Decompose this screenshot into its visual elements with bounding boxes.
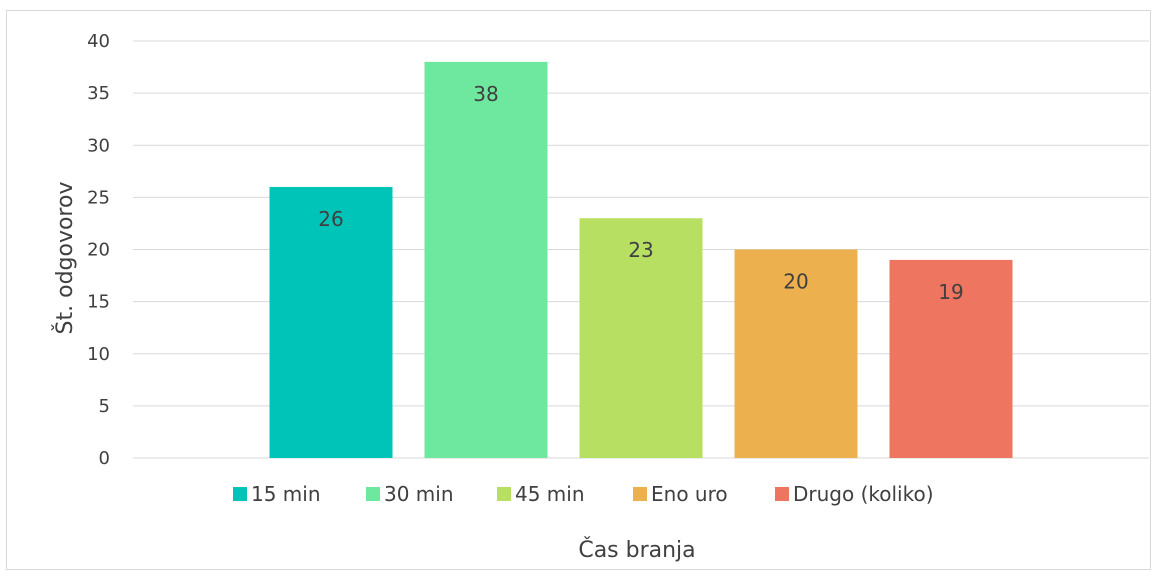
bar: [424, 61, 548, 458]
legend-swatch: [233, 487, 247, 501]
legend-swatch: [497, 487, 511, 501]
y-tick-label: 35: [87, 83, 110, 104]
legend-label: Drugo (koliko): [793, 482, 934, 506]
legend-swatch: [775, 487, 789, 501]
data-label: 19: [938, 280, 963, 304]
y-tick-label: 25: [87, 187, 110, 208]
legend-label: 45 min: [515, 482, 585, 506]
bar: [734, 249, 858, 458]
y-tick-label: 0: [99, 448, 110, 469]
y-axis-title: Št. odgovorov: [52, 182, 78, 335]
bar: [579, 218, 703, 458]
y-tick-label: 5: [99, 396, 110, 417]
y-axis-ticks: 0 5 10 15 20 25 30 35 40: [87, 31, 110, 469]
legend-label: Eno uro: [651, 482, 728, 506]
legend-swatch: [633, 487, 647, 501]
bar: [889, 259, 1013, 458]
bar: [269, 186, 393, 458]
data-label: 23: [628, 238, 653, 262]
legend-swatch: [366, 487, 380, 501]
data-label: 38: [473, 82, 498, 106]
y-tick-label: 15: [87, 292, 110, 313]
data-labels: 26 38 23 20 19: [318, 82, 963, 304]
data-label: 20: [783, 270, 808, 294]
bars: [269, 61, 1013, 458]
legend: 15 min 30 min 45 min Eno uro Drugo (koliko): [233, 482, 934, 506]
y-tick-label: 40: [87, 31, 110, 52]
y-tick-label: 30: [87, 135, 110, 156]
y-tick-label: 20: [87, 240, 110, 261]
data-label: 26: [318, 207, 343, 231]
x-axis-title: Čas branja: [578, 537, 695, 563]
y-tick-label: 10: [87, 344, 110, 365]
legend-label: 30 min: [384, 482, 454, 506]
legend-label: 15 min: [251, 482, 321, 506]
